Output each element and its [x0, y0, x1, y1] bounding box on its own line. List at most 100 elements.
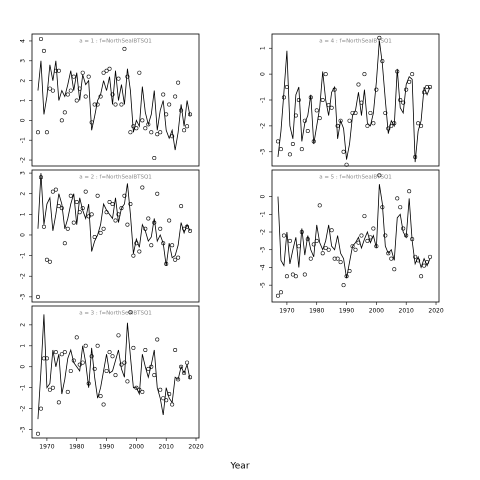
observation-point: [95, 102, 100, 107]
y-tick-label: 1: [20, 212, 27, 216]
panel-frame: [31, 33, 200, 167]
observation-point: [179, 204, 184, 209]
observation-point: [296, 98, 301, 103]
observation-point: [335, 123, 340, 128]
y-tick-label: -1: [260, 97, 267, 103]
observation-point: [182, 128, 187, 133]
observation-point: [290, 142, 295, 147]
observation-point: [413, 254, 418, 259]
observation-point: [140, 389, 145, 394]
observation-point: [170, 134, 175, 139]
observation-point: [371, 226, 376, 231]
observation-point: [125, 222, 130, 227]
observation-point: [74, 98, 79, 103]
observation-point: [104, 68, 109, 73]
observation-point: [95, 343, 100, 348]
observation-point: [113, 373, 118, 378]
x-tick-label: 2000: [129, 444, 144, 451]
x-tick-label: 2010: [159, 444, 174, 451]
observation-point: [284, 274, 289, 279]
observation-point: [53, 187, 58, 192]
observation-point: [146, 366, 151, 371]
observation-point: [50, 189, 55, 194]
observation-point: [59, 352, 64, 357]
observation-point: [146, 216, 151, 221]
observation-point: [365, 123, 370, 128]
panel-title: a = 3 : f=NorthSeaIBTSQ1: [79, 311, 152, 317]
observation-point: [323, 72, 328, 77]
y-tick-label: 1: [260, 46, 267, 50]
panel-title: a = 1 : f=NorthSeaIBTSQ1: [79, 39, 152, 45]
observation-point: [116, 333, 121, 338]
observation-point: [161, 92, 166, 97]
observation-point: [59, 118, 64, 123]
observation-point: [140, 185, 145, 190]
observation-point: [158, 387, 163, 392]
observation-point: [101, 402, 106, 407]
panel-title: a = 4 : f=NorthSeaIBTSQ1: [319, 39, 392, 45]
observation-point: [107, 199, 112, 204]
observation-point: [158, 130, 163, 135]
observation-point: [134, 126, 139, 131]
observation-point: [365, 238, 370, 243]
y-tick-label: 0: [260, 194, 267, 198]
observation-point: [95, 193, 100, 198]
observation-point: [149, 130, 154, 135]
observation-point: [44, 257, 49, 262]
observation-point: [155, 132, 160, 137]
observation-point: [74, 335, 79, 340]
observation-point: [68, 88, 73, 93]
observation-point: [407, 189, 412, 194]
observation-point: [35, 130, 40, 135]
observation-point: [275, 139, 280, 144]
fit-line: [37, 314, 191, 420]
panel-title: a = 2 : f=NorthSeaIBTSQ1: [79, 175, 152, 181]
observation-point: [128, 202, 133, 207]
observation-point: [128, 310, 133, 315]
observation-point: [185, 124, 190, 129]
observation-point: [125, 74, 130, 79]
observation-point: [47, 86, 52, 91]
y-tick-label: -2: [260, 229, 267, 235]
x-tick-label: 1970: [39, 444, 54, 451]
observation-point: [74, 199, 79, 204]
observation-point: [395, 196, 400, 201]
observation-point: [98, 230, 103, 235]
observation-point: [68, 368, 73, 373]
y-tick-label: -4: [260, 264, 267, 270]
observation-point: [287, 152, 292, 157]
observation-point: [173, 94, 178, 99]
observation-point: [113, 218, 118, 223]
observation-point: [101, 226, 106, 231]
y-tick-label: -1: [260, 211, 267, 217]
y-tick-label: -3: [260, 149, 267, 155]
observation-point: [293, 274, 298, 279]
observation-point: [401, 100, 406, 105]
observation-point: [62, 241, 67, 246]
observation-point: [176, 80, 181, 85]
observation-point: [302, 272, 307, 277]
y-tick-label: 0: [260, 72, 267, 76]
observation-point: [131, 253, 136, 258]
x-tick-label: 2000: [369, 308, 384, 315]
observation-point: [140, 118, 145, 123]
observation-point: [110, 354, 115, 359]
observation-point: [383, 233, 388, 238]
observation-point: [137, 249, 142, 254]
x-axis-label: Year: [229, 462, 249, 472]
observation-point: [311, 242, 316, 247]
y-tick-label: -2: [260, 123, 267, 129]
y-tick-label: -1: [20, 137, 27, 143]
observation-point: [65, 226, 70, 231]
observation-point: [41, 224, 46, 229]
observation-point: [362, 214, 367, 219]
observation-point: [338, 260, 343, 265]
panel-frame: [31, 169, 200, 303]
fit-line: [37, 60, 191, 151]
y-tick-label: 0: [20, 118, 27, 122]
observation-point: [323, 245, 328, 250]
observation-point: [425, 85, 430, 90]
observation-point: [50, 88, 55, 93]
y-tick-label: 1: [20, 344, 27, 348]
observation-point: [278, 147, 283, 152]
